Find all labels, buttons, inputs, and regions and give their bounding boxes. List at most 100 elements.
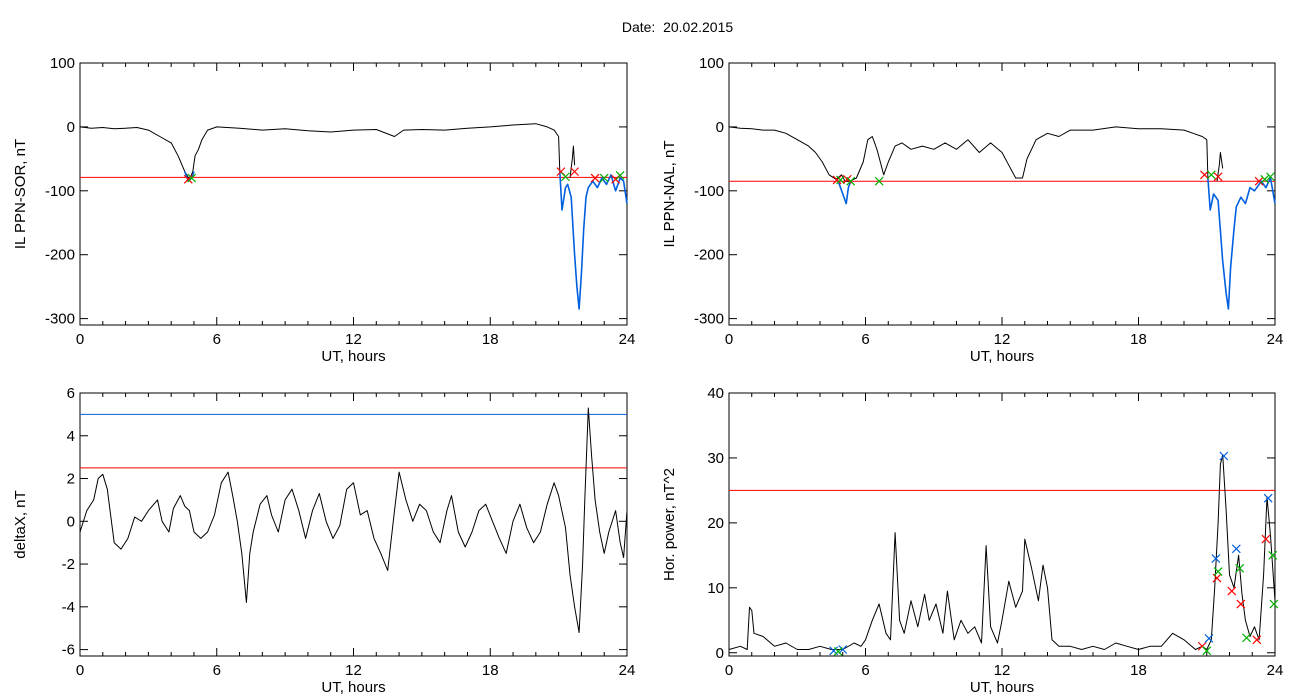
- x-tick-label: 18: [482, 331, 499, 348]
- x-marker-blue: [1219, 451, 1229, 461]
- x-marker-green: [1206, 170, 1216, 180]
- x-tick-label: 6: [213, 331, 221, 348]
- y-axis-label: IL PPN-NAL, nT: [661, 141, 678, 248]
- x-marker-stroke: [1206, 170, 1216, 180]
- x-marker-stroke: [1235, 563, 1245, 573]
- x-marker-green: [1266, 172, 1275, 182]
- x-marker-red: [1236, 599, 1246, 609]
- x-marker-stroke: [842, 174, 852, 184]
- plot-frame: [79, 392, 628, 657]
- x-tick-label: 24: [1267, 662, 1284, 679]
- x-tick-label: 24: [1267, 331, 1284, 348]
- x-marker-stroke: [1211, 554, 1221, 564]
- x-tick-label: 0: [725, 662, 733, 679]
- x-marker-stroke: [829, 646, 839, 656]
- x-marker-stroke: [1268, 550, 1278, 560]
- x-marker-stroke: [846, 176, 856, 186]
- y-tick-label: 0: [67, 513, 75, 530]
- x-marker-stroke: [833, 647, 843, 656]
- x-marker-red: [1227, 586, 1237, 596]
- x-marker-stroke: [590, 173, 600, 183]
- x-tick-label: 12: [345, 662, 362, 679]
- y-tick-label: 30: [707, 450, 724, 467]
- x-marker-green: [187, 173, 197, 183]
- y-tick-label: -100: [694, 183, 724, 200]
- x-marker-stroke: [1231, 544, 1241, 554]
- x-marker-stroke: [556, 167, 566, 177]
- series-line-blue: [1207, 177, 1276, 310]
- series-line-blue: [559, 171, 628, 310]
- y-tick-label: 0: [716, 119, 724, 136]
- y-tick-label: 2: [67, 471, 75, 488]
- y-tick-label: 10: [707, 580, 724, 597]
- plot-frame: [79, 62, 628, 326]
- y-tick-label: -6: [62, 642, 75, 659]
- x-tick-label: 0: [725, 331, 733, 348]
- x-marker-stroke: [570, 167, 580, 177]
- y-axis-label: Hor. power, nT^2: [661, 468, 678, 581]
- series-line-black: [1216, 152, 1224, 182]
- y-tick-label: -300: [45, 311, 75, 328]
- x-tick-label: 24: [619, 331, 636, 348]
- x-marker-stroke: [1252, 635, 1262, 645]
- x-marker-green: [1268, 550, 1278, 560]
- x-marker-green: [836, 175, 845, 185]
- date-label: Date:: [621, 19, 656, 35]
- x-marker-green: [846, 176, 856, 186]
- x-marker-red: [1200, 170, 1209, 180]
- x-marker-green: [1235, 563, 1245, 573]
- y-axis-label: IL PPN-SOR, nT: [12, 139, 29, 249]
- x-marker-red: [1213, 172, 1223, 182]
- series-line-black: [728, 126, 1208, 182]
- x-marker-stroke: [1261, 534, 1271, 544]
- y-tick-label: 20: [707, 515, 724, 532]
- chart-il-sor: 0 6 12 18 24 100 0 -100 -200 -300 UT, hours IL PPN-…: [12, 55, 635, 365]
- x-marker-stroke: [1263, 493, 1273, 503]
- x-marker-stroke: [1260, 174, 1270, 184]
- y-tick-label: 0: [716, 645, 724, 662]
- x-marker-green: [874, 176, 884, 186]
- x-marker-stroke: [187, 173, 197, 183]
- series-line-black: [558, 136, 561, 172]
- x-marker-stroke: [836, 175, 845, 185]
- x-tick-label: 12: [345, 331, 362, 348]
- y-tick-label: 0: [67, 119, 75, 136]
- x-marker-stroke: [599, 173, 609, 183]
- x-marker-stroke: [874, 176, 884, 186]
- x-marker-blue: [1263, 493, 1273, 503]
- x-marker-red: [1254, 176, 1264, 186]
- x-marker-stroke: [1213, 172, 1223, 182]
- x-marker-green: [1260, 174, 1270, 184]
- x-tick-label: 12: [994, 331, 1011, 348]
- x-tick-label: 24: [619, 662, 636, 679]
- y-tick-label: -200: [45, 247, 75, 264]
- x-marker-green: [1202, 646, 1212, 656]
- y-tick-label: -2: [62, 556, 75, 573]
- x-marker-blue: [1231, 544, 1241, 554]
- plot-frame: [728, 392, 1276, 657]
- x-marker-red: [590, 173, 600, 183]
- x-tick-label: 18: [1130, 662, 1147, 679]
- x-marker-blue: [1204, 634, 1214, 643]
- x-marker-green: [599, 173, 609, 183]
- x-axis-label: UT, hours: [321, 348, 385, 365]
- x-marker-green: [1269, 599, 1279, 609]
- x-marker-stroke: [1227, 586, 1237, 596]
- series-line-black: [79, 123, 560, 180]
- x-marker-stroke: [1212, 573, 1222, 583]
- x-marker-red: [832, 175, 842, 185]
- x-tick-label: 6: [861, 331, 869, 348]
- x-axis-label: UT, hours: [970, 348, 1034, 365]
- date-value: 20.02.2015: [663, 19, 734, 35]
- x-marker-blue: [1211, 554, 1221, 564]
- x-marker-stroke: [1213, 567, 1223, 577]
- chart-deltax: 0 6 12 18 24 6 4 2 0 -2 -4 -6 UT, hours deltaX, nT: [12, 385, 635, 696]
- chart-hor-power: 0 6 12 18 24 40 30 20 10 0 UT, hours Hor. power, nT…: [661, 385, 1283, 696]
- y-tick-label: -200: [694, 247, 724, 264]
- x-tick-label: 6: [861, 662, 869, 679]
- x-tick-label: 12: [994, 662, 1011, 679]
- x-marker-stroke: [1266, 172, 1275, 182]
- y-tick-label: -100: [45, 183, 75, 200]
- x-marker-green: [1213, 567, 1223, 577]
